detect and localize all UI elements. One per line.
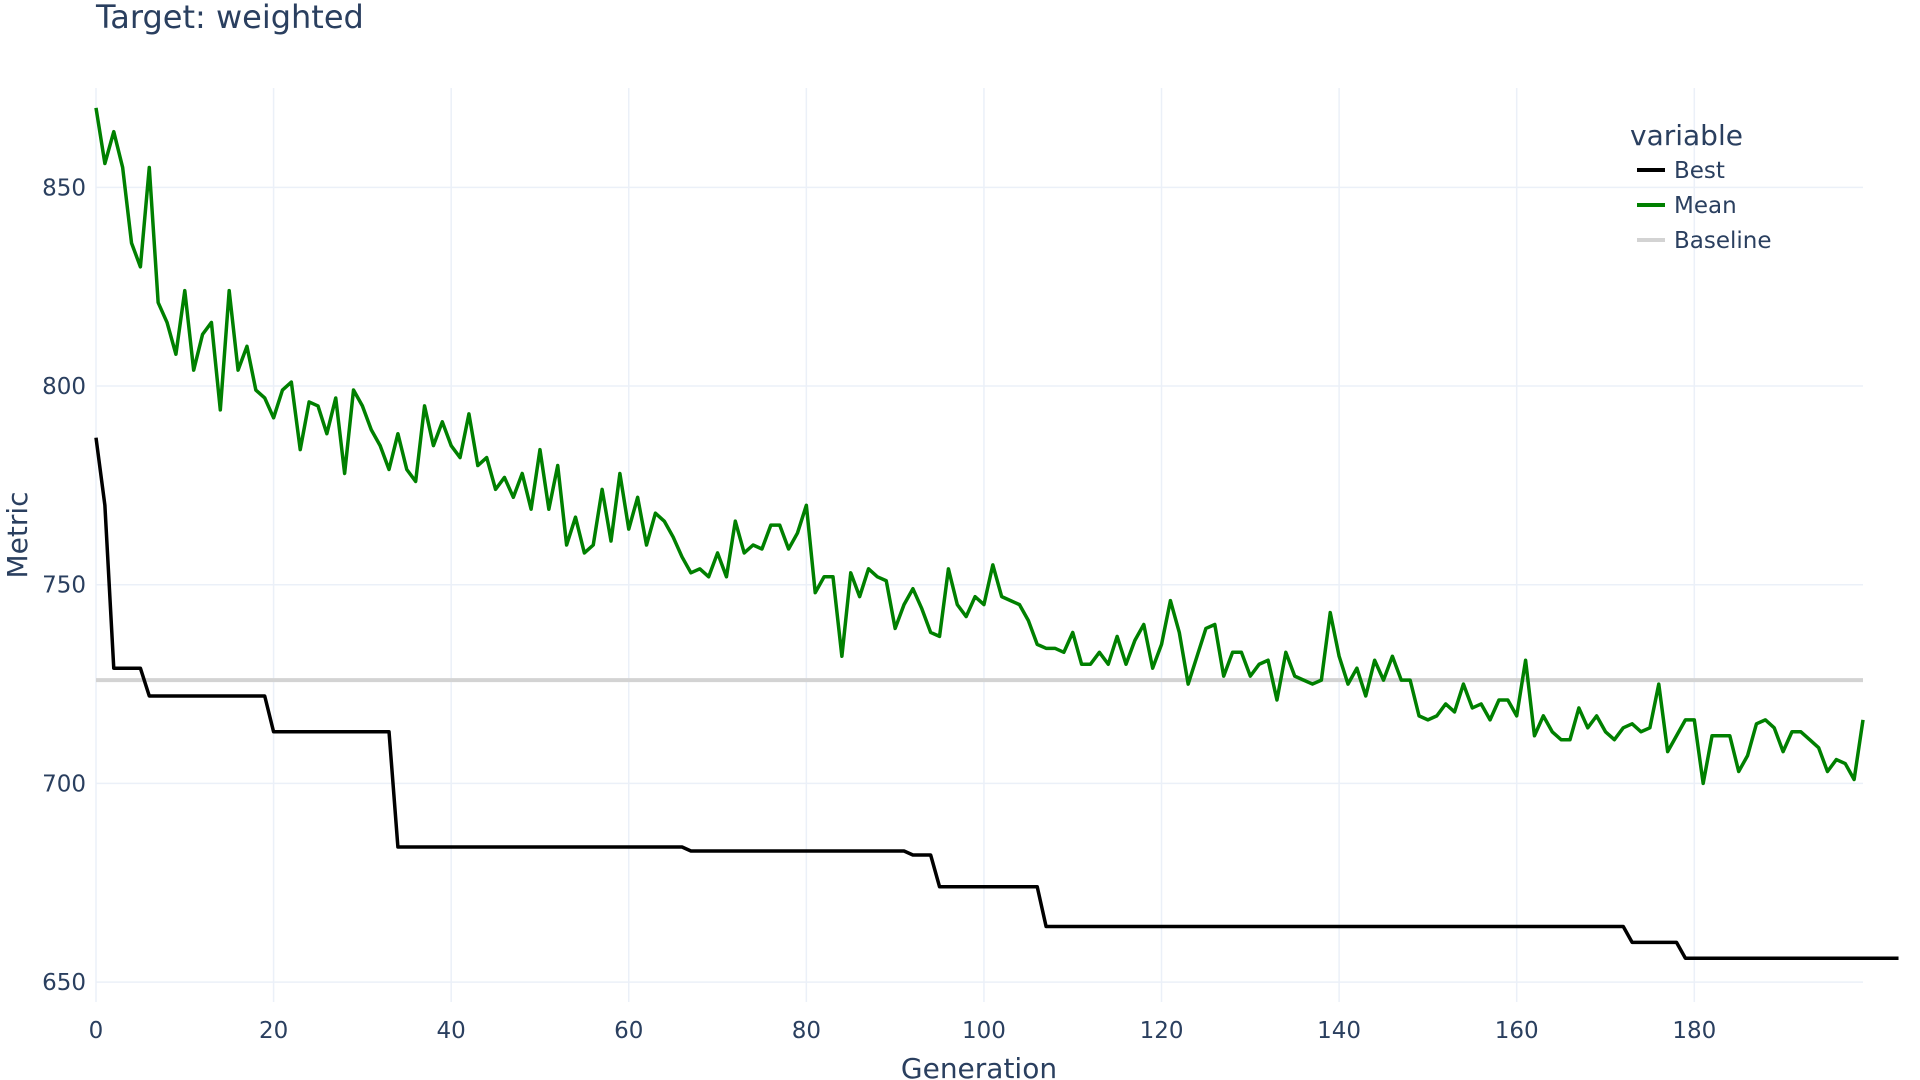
gridlines (95, 88, 1863, 1002)
legend-item-best[interactable]: Best (1637, 158, 1725, 184)
y-tick-label: 650 (42, 970, 86, 996)
legend-label: Mean (1674, 193, 1737, 219)
legend-items: Best Mean Baseline (1637, 158, 1772, 254)
y-tick-label: 800 (42, 374, 86, 400)
x-tick-label: 100 (962, 1018, 1006, 1044)
x-tick-label: 160 (1495, 1018, 1539, 1044)
x-tick-label: 20 (259, 1018, 288, 1044)
y-tick-label: 850 (42, 175, 86, 201)
x-tick-labels: 0 20 40 60 80 100 120 140 160 180 (89, 1018, 1717, 1044)
x-tick-label: 0 (89, 1018, 104, 1044)
x-axis-title: Generation (901, 1052, 1057, 1080)
y-tick-label: 700 (42, 771, 86, 797)
y-tick-labels: 650 700 750 800 850 (42, 175, 86, 996)
y-tick-label: 750 (42, 573, 86, 599)
series-line-best (94, 437, 1899, 961)
x-tick-label: 60 (614, 1018, 643, 1044)
series-line-mean (94, 107, 1865, 786)
legend-title: variable (1630, 119, 1743, 152)
chart-title: Target: weighted (95, 0, 364, 36)
x-tick-label: 40 (437, 1018, 466, 1044)
legend-item-baseline[interactable]: Baseline (1637, 228, 1772, 254)
x-tick-label: 140 (1317, 1018, 1361, 1044)
x-tick-label: 120 (1140, 1018, 1184, 1044)
y-axis-title: Metric (1, 491, 34, 578)
legend-item-mean[interactable]: Mean (1637, 193, 1737, 219)
x-tick-label: 180 (1672, 1018, 1716, 1044)
series-layer (94, 107, 1899, 961)
x-tick-label: 80 (792, 1018, 821, 1044)
legend: variable Best Mean Baseline (1630, 119, 1772, 254)
legend-label: Best (1674, 158, 1725, 184)
legend-label: Baseline (1674, 228, 1772, 254)
